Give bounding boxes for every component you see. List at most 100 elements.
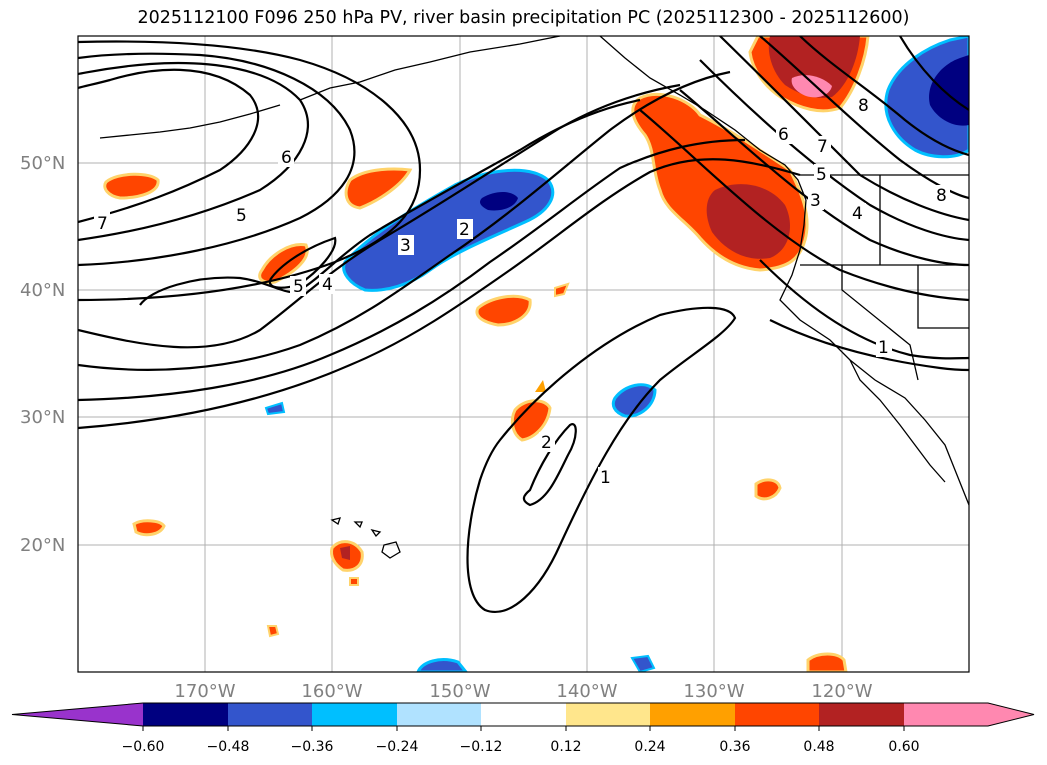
precip-region-small-9 [132, 519, 166, 537]
pv-contour [78, 61, 309, 242]
contour-label: 3 [810, 191, 821, 211]
contour-label: 6 [281, 148, 292, 168]
contour-label: 7 [97, 214, 108, 234]
colorbar-tick-label: −0.24 [376, 739, 419, 755]
pv-contour-east-8b [799, 36, 969, 157]
colorbar-segment [228, 703, 312, 726]
colorbar-tick-label: −0.36 [291, 739, 334, 755]
colorbar-segment [819, 703, 904, 726]
latitude-labels: 50°N 40°N 30°N 20°N [20, 153, 65, 556]
contour-label: 5 [293, 277, 304, 297]
contour-label: 8 [936, 186, 947, 206]
colorbar-segment [143, 703, 228, 726]
precip-negative-northeast-core [929, 55, 969, 126]
lon-label-120w: 120°W [811, 681, 872, 702]
precip-negative-bottom [416, 658, 468, 672]
map-frame [77, 35, 970, 673]
pv-contour [78, 52, 356, 267]
precip-negative-core [480, 192, 518, 211]
precip-region-small-7 [535, 380, 546, 392]
colorbar-tick-label: −0.48 [207, 739, 250, 755]
colorbar-segment [481, 703, 566, 726]
precip-core-hawaii [340, 546, 350, 560]
precip-region-small-10 [349, 577, 359, 586]
hawaiian-islands [330, 517, 401, 559]
pv-contour-cutoff-2 [522, 423, 577, 507]
colorbar-extend-high [988, 703, 1034, 726]
precip-region-bottom [806, 652, 848, 672]
colorbar-tick-label: 0.24 [634, 739, 665, 755]
lat-label-20n: 20°N [20, 535, 65, 556]
contour-label: 1 [600, 468, 611, 488]
pv-contour [78, 70, 731, 371]
colorbar-tick-label: 0.60 [888, 739, 919, 755]
lat-label-30n: 30°N [20, 407, 65, 428]
colorbar-tick-label: 0.12 [550, 739, 581, 755]
pv-contour-east-5 [699, 59, 969, 242]
map-area [78, 36, 969, 672]
colorbar-extend-low [12, 703, 143, 726]
precip-region-small-8 [754, 478, 782, 501]
contour-label: 5 [236, 206, 247, 226]
precip-region-small-5 [554, 282, 570, 298]
precip-core-bc [768, 36, 860, 98]
colorbar-segment [904, 703, 988, 726]
precip-region-small-11 [266, 625, 280, 638]
contour-label: 8 [858, 96, 869, 116]
colorbar-tick-label: −0.12 [460, 739, 503, 755]
colorbar-segment [650, 703, 735, 726]
precip-negative-bottom-2 [630, 654, 656, 672]
state-border-3 [917, 265, 969, 329]
lon-label-140w: 140°W [556, 681, 617, 702]
map-title: 2025112100 F096 250 hPa PV, river basin … [137, 8, 910, 28]
alaska-aleutian-coast [299, 36, 561, 101]
contour-labels: 7 6 5 5 4 3 2 2 1 1 8 7 6 5 [94, 95, 950, 488]
pv-contour [78, 68, 260, 224]
colorbar-tick-label: 0.36 [719, 739, 750, 755]
negative-precip-regions [264, 36, 969, 672]
precip-region-small-2 [344, 167, 413, 210]
contour-label: 7 [817, 137, 828, 157]
contour-label: 3 [400, 236, 411, 256]
colorbar-tick-label: −0.60 [122, 739, 165, 755]
precip-region-small-1 [103, 172, 160, 200]
lat-label-40n: 40°N [20, 280, 65, 301]
pv-contour-east-1 [769, 319, 969, 372]
contour-label: 2 [459, 220, 470, 240]
pv-contour [78, 83, 681, 349]
baja-california [849, 359, 946, 483]
contour-label: 1 [878, 338, 889, 358]
colorbar-segment [566, 703, 650, 726]
state-border-2 [841, 265, 919, 381]
lon-label-150w: 150°W [429, 681, 490, 702]
lon-label-130w: 130°W [683, 681, 744, 702]
contour-label: 4 [852, 204, 863, 224]
precip-negative-small-2 [264, 401, 286, 416]
pv-contour [78, 158, 801, 430]
pv-contour-lobe [139, 98, 641, 306]
lat-label-50n: 50°N [20, 153, 65, 174]
contour-label: 2 [541, 433, 552, 453]
lon-label-160w: 160°W [301, 681, 362, 702]
pv-contour-east-4 [679, 89, 969, 267]
colorbar-tick-label: 0.48 [803, 739, 834, 755]
precip-region-small-3 [258, 243, 309, 284]
colorbar-segment [735, 703, 819, 726]
colorbar-segment [397, 703, 481, 726]
colorbar-segment [312, 703, 397, 726]
pv-contour [78, 138, 746, 402]
lon-label-170w: 170°W [174, 681, 235, 702]
contour-label: 4 [322, 275, 333, 295]
pv-contour-cutoff-1 [466, 306, 737, 613]
precip-core-oregon [706, 184, 790, 259]
pv-contours [78, 36, 969, 613]
contour-label: 5 [816, 165, 827, 185]
precip-region-small-4 [475, 294, 532, 327]
pv-contour-east-3 [639, 109, 969, 302]
pv-contour [78, 40, 422, 302]
colorbar: −0.60 −0.48 −0.36 −0.24 −0.12 0.12 0.24 … [11, 702, 1035, 755]
pv-contour-east-6 [719, 36, 969, 222]
contour-label: 6 [778, 125, 789, 145]
aleutian-islands [99, 104, 281, 139]
